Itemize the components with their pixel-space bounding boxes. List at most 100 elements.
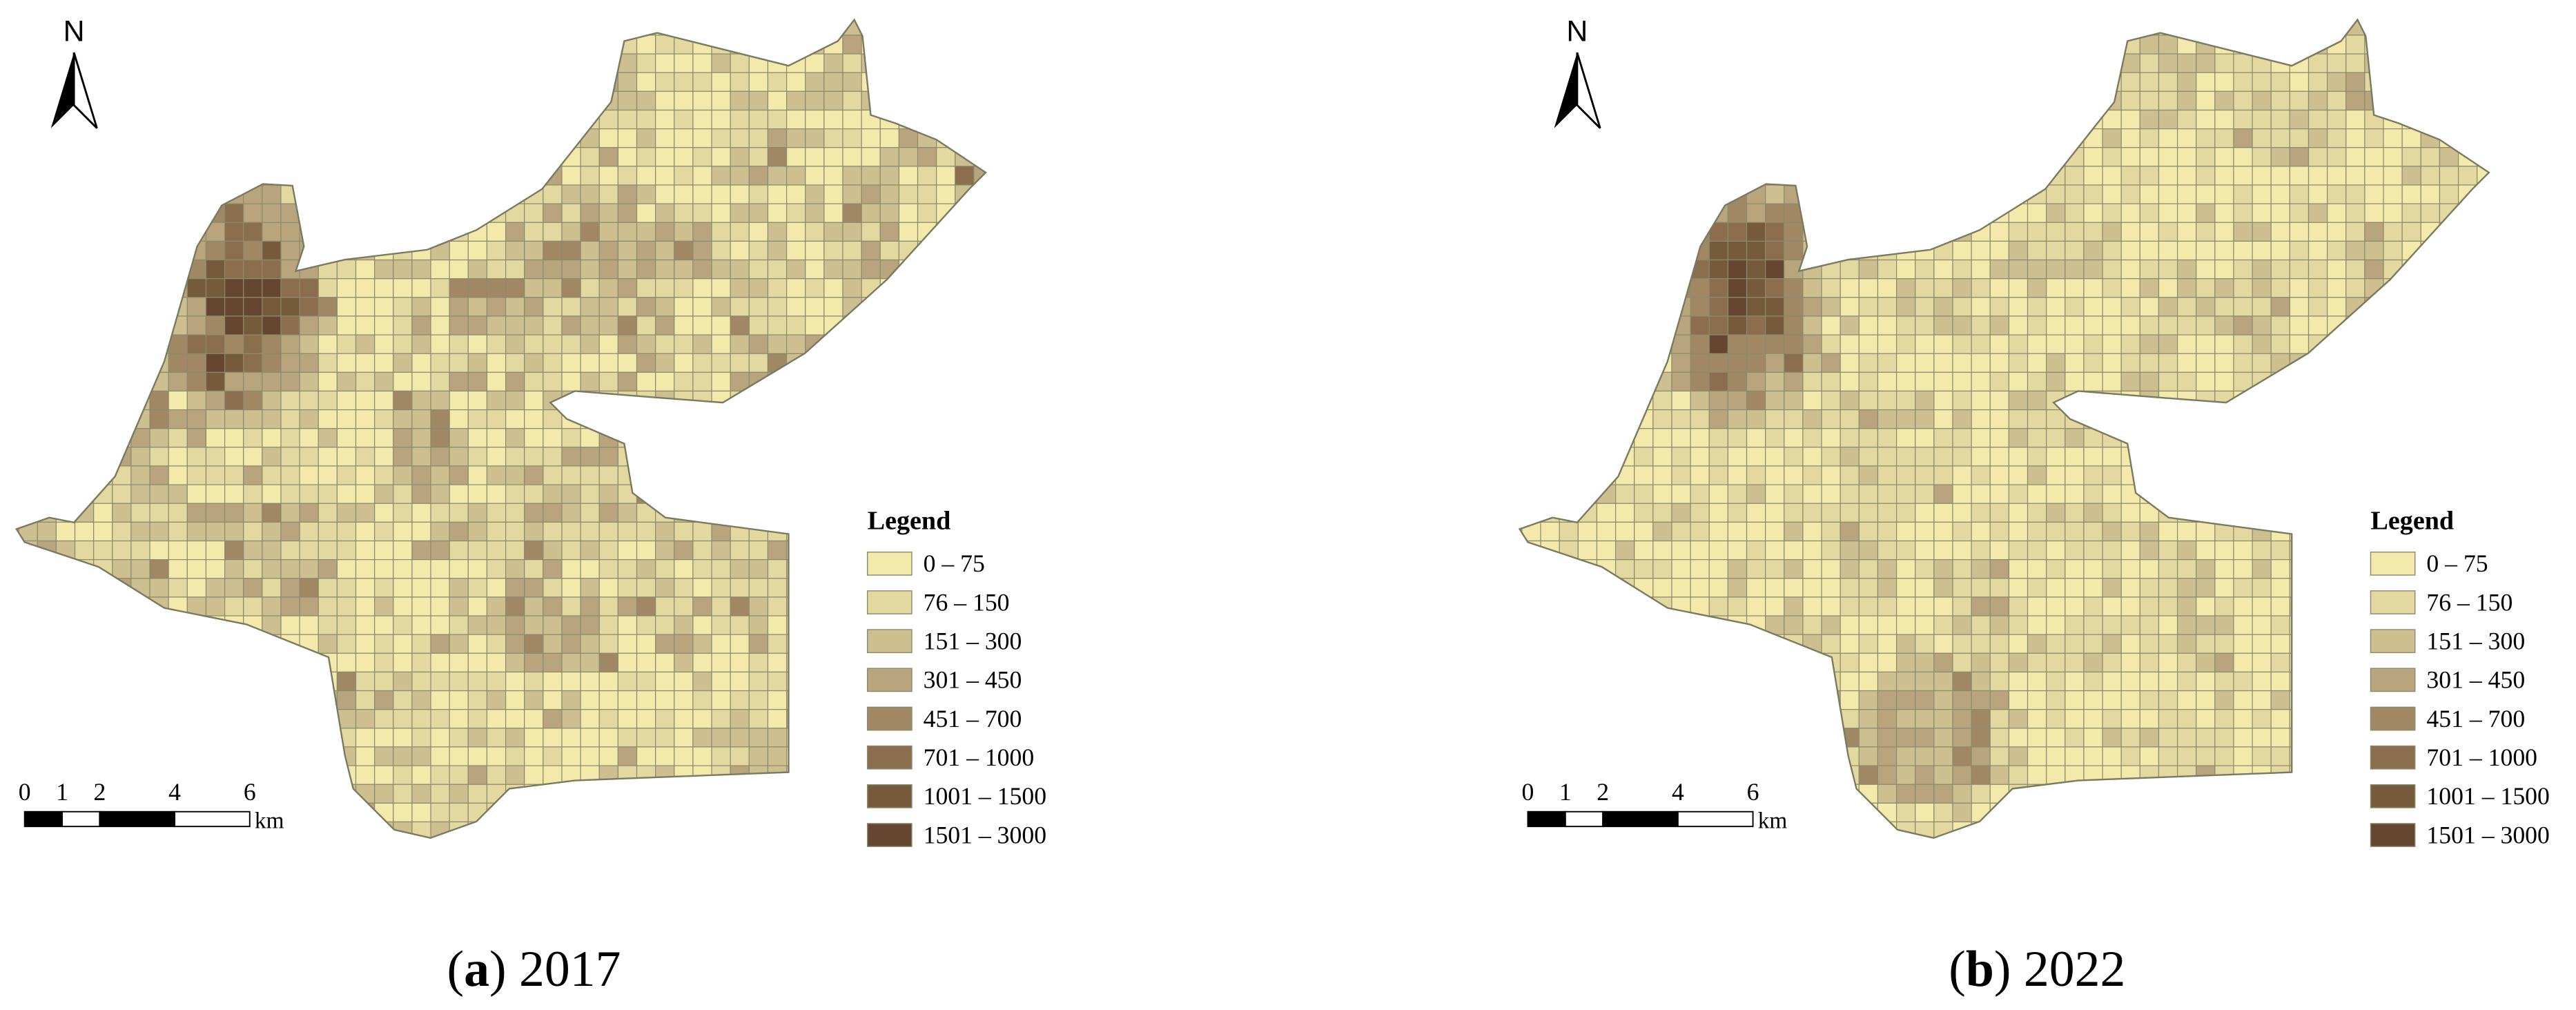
grid-cell: [130, 596, 150, 616]
grid-cell: [1559, 671, 1579, 692]
grid-cell: [955, 109, 975, 130]
grid-cell: [1952, 634, 1972, 654]
grid-cell: [1765, 765, 1785, 785]
grid-cell: [2420, 203, 2441, 223]
grid-cell: [74, 634, 95, 654]
grid-cell: [393, 521, 413, 542]
grid-cell: [2176, 334, 2197, 354]
grid-cell: [805, 728, 825, 748]
grid-cell: [1971, 652, 1991, 673]
grid-cell: [786, 746, 806, 766]
grid-cell: [1802, 802, 1822, 823]
grid-cell: [936, 371, 956, 392]
grid-cell: [1971, 315, 1991, 336]
grid-cell: [1596, 371, 1617, 392]
grid-cell: [524, 409, 544, 429]
grid-cell: [93, 35, 113, 55]
grid-cell: [2120, 259, 2140, 280]
grid-cell: [2439, 315, 2459, 336]
grid-cell: [1521, 409, 1541, 429]
grid-cell: [449, 109, 469, 130]
grid-cell: [186, 540, 207, 561]
grid-cell: [112, 559, 132, 579]
grid-cell: [374, 428, 394, 448]
grid-cell: [1915, 503, 1935, 523]
grid-cell: [2252, 690, 2272, 710]
grid-cell: [355, 390, 375, 411]
grid-cell: [393, 746, 413, 766]
grid-cell: [430, 334, 450, 354]
grid-cell: [823, 690, 843, 710]
grid-cell: [2364, 428, 2384, 448]
grid-cell: [186, 428, 207, 448]
grid-cell: [805, 147, 825, 167]
grid-cell: [55, 166, 76, 186]
grid-cell: [598, 35, 618, 55]
grid-cell: [580, 465, 600, 485]
grid-cell: [224, 90, 244, 111]
grid-cell: [636, 690, 656, 710]
grid-cell: [336, 521, 357, 542]
grid-cell: [55, 259, 76, 280]
grid-cell: [1821, 615, 1841, 635]
grid-cell: [2439, 72, 2459, 92]
grid-cell: [393, 841, 412, 860]
grid-cell: [37, 484, 57, 504]
grid-cell: [2327, 484, 2347, 504]
grid-cell: [1933, 166, 1953, 186]
grid-cell: [74, 652, 95, 673]
grid-cell: [936, 390, 956, 411]
grid-cell: [842, 90, 862, 111]
grid-cell: [1540, 90, 1560, 111]
grid-cell: [2439, 90, 2459, 111]
grid-cell: [2139, 484, 2160, 504]
grid-cell: [749, 841, 768, 860]
grid-cell: [1840, 390, 1860, 411]
grid-cell: [1614, 521, 1635, 542]
grid-cell: [1989, 315, 2009, 336]
grid-cell: [1652, 671, 1672, 692]
grid-cell: [1559, 240, 1579, 261]
grid-cell: [1727, 184, 1748, 204]
grid-cell: [1708, 315, 1728, 336]
grid-cell: [449, 615, 469, 635]
grid-cell: [805, 278, 825, 298]
grid-cell: [617, 802, 638, 823]
grid-cell: [823, 540, 843, 561]
grid-cell: [149, 128, 169, 148]
grid-cell: [55, 428, 76, 448]
grid-cell: [1915, 447, 1935, 467]
grid-cell: [262, 671, 282, 692]
grid-cell: [936, 90, 956, 111]
grid-cell: [598, 728, 618, 748]
grid-cell: [186, 671, 207, 692]
grid-cell: [149, 19, 169, 36]
grid-cell: [1690, 147, 1710, 167]
grid-cell: [280, 19, 300, 36]
grid-cell: [655, 297, 675, 317]
grid-cell: [2027, 578, 2047, 598]
grid-cell: [1933, 19, 1953, 36]
grid-cell: [2345, 447, 2365, 467]
grid-cell: [2496, 391, 2515, 409]
grid-cell: [318, 297, 338, 317]
grid-cell: [1989, 578, 2009, 598]
grid-cell: [598, 128, 618, 148]
grid-cell: [393, 240, 413, 261]
grid-cell: [955, 72, 975, 92]
grid-cell: [2383, 128, 2403, 148]
grid-cell: [692, 821, 712, 838]
grid-cell: [674, 652, 694, 673]
grid-cell: [2457, 203, 2478, 223]
grid-cell: [655, 109, 675, 130]
grid-cell: [861, 72, 881, 92]
grid-cell: [692, 728, 712, 748]
grid-cell: [1690, 540, 1710, 561]
grid-cell: [973, 334, 986, 354]
grid-cell: [1671, 540, 1691, 561]
grid-cell: [1614, 53, 1635, 73]
grid-cell: [598, 147, 618, 167]
grid-cell: [130, 709, 150, 729]
grid-cell: [2307, 19, 2328, 36]
grid-cell: [168, 184, 188, 204]
